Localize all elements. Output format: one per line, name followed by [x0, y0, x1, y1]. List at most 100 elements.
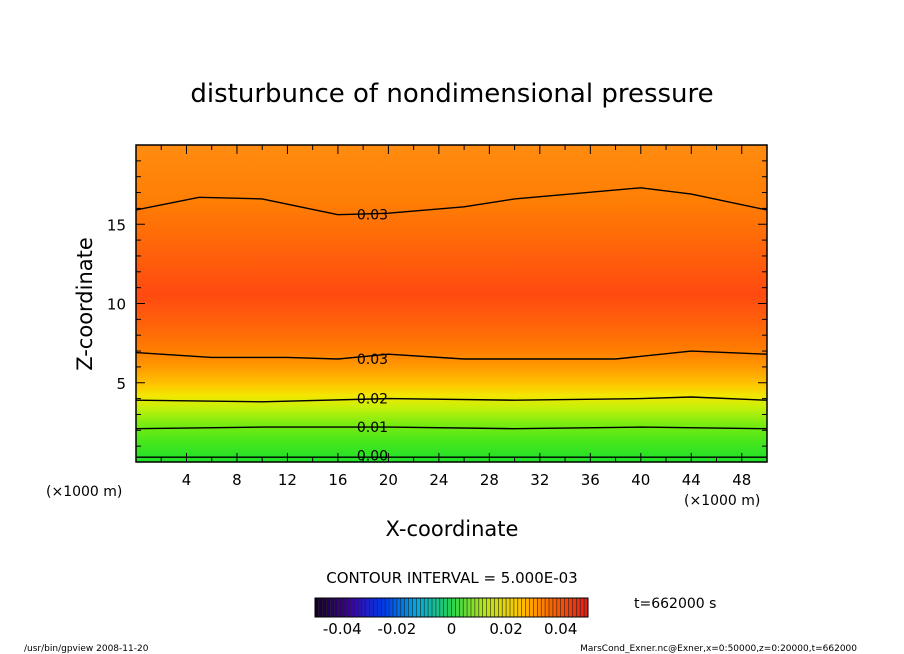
colorbar-cell-33 — [443, 598, 448, 617]
colorbar-cell-13 — [365, 598, 370, 617]
colorbar-cell-68 — [580, 598, 585, 617]
colorbar-cell-57 — [537, 598, 542, 617]
x-axis-label: X-coordinate — [386, 517, 519, 541]
colorbar-cell-59 — [545, 598, 549, 617]
colorbar-cell-55 — [529, 598, 534, 617]
colorbar-cell-6 — [338, 598, 343, 617]
colorbar-cell-52 — [517, 598, 522, 617]
colorbar-tick-label-1: -0.02 — [377, 620, 416, 638]
contour-label-2: 0.02 — [357, 392, 388, 408]
colorbar-cell-12 — [361, 598, 366, 617]
colorbar-ticks: -0.04 -0.02 0 0.02 0.04 — [323, 620, 578, 638]
x-unit-right: (×1000 m) — [684, 493, 760, 509]
colorbar-cell-22 — [400, 598, 405, 617]
colorbar-cell-21 — [396, 598, 401, 617]
contour-label-layer: 0.03 0.03 0.02 0.01 0.00 — [357, 208, 388, 465]
colorbar-cell-54 — [525, 598, 530, 617]
colorbar-cell-38 — [463, 598, 468, 617]
colorbar-cell-50 — [510, 598, 514, 617]
footer-left: /usr/bin/gpview 2008-11-20 — [24, 644, 149, 654]
colorbar-cell-17 — [381, 598, 386, 617]
x-tick-label-11: 48 — [732, 471, 751, 489]
x-tick-label-9: 40 — [631, 471, 650, 489]
colorbar-cell-11 — [357, 598, 362, 617]
colorbar-cell-44 — [486, 598, 491, 617]
x-tick-label-7: 32 — [530, 471, 549, 489]
colorbar-strips — [314, 598, 588, 617]
contour-label-3: 0.01 — [357, 420, 388, 436]
contour-label-4: 0.00 — [357, 449, 388, 465]
pressure-field — [136, 145, 767, 462]
colorbar-cell-19 — [389, 598, 393, 617]
colorbar-cell-37 — [459, 598, 464, 617]
colorbar-cell-30 — [432, 598, 436, 617]
colorbar-cell-66 — [572, 598, 577, 617]
chart-title: disturbunce of nondimensional pressure — [190, 79, 713, 109]
colorbar-cell-41 — [474, 598, 479, 617]
colorbar-cell-29 — [428, 598, 432, 617]
x-unit-left: (×1000 m) — [46, 484, 122, 500]
colorbar-cell-4 — [330, 598, 335, 617]
colorbar-cell-32 — [439, 598, 444, 617]
contour-layer — [136, 187, 767, 458]
colorbar-cell-27 — [420, 598, 425, 617]
colorbar-cell-69 — [584, 598, 588, 617]
x-tick-label-10: 44 — [682, 471, 701, 489]
colorbar-cell-20 — [393, 598, 397, 617]
y-tick-label-2: 15 — [107, 216, 126, 234]
colorbar-cell-36 — [455, 598, 460, 617]
x-tick-label-4: 20 — [379, 471, 398, 489]
colorbar-cell-48 — [502, 598, 507, 617]
colorbar-cell-16 — [377, 598, 382, 617]
colorbar-cell-62 — [556, 598, 561, 617]
colorbar-cell-10 — [354, 598, 358, 617]
contour-label-0: 0.03 — [357, 208, 388, 224]
colorbar-cell-14 — [369, 598, 374, 617]
time-label: t=662000 s — [634, 596, 716, 612]
colorbar-cell-34 — [447, 598, 452, 617]
contour-line-2 — [136, 396, 767, 403]
colorbar-cell-3 — [326, 598, 331, 617]
contour-interval-label: CONTOUR INTERVAL = 5.000E-03 — [326, 569, 577, 587]
colorbar-cell-24 — [408, 598, 413, 617]
colorbar-cell-43 — [482, 598, 487, 617]
x-tick-label-3: 16 — [328, 471, 347, 489]
colorbar-cell-18 — [385, 598, 390, 617]
colorbar-cell-60 — [549, 598, 553, 617]
colorbar-cell-45 — [490, 598, 495, 617]
colorbar-cell-47 — [498, 598, 503, 617]
colorbar-cell-23 — [404, 598, 409, 617]
colorbar-cell-7 — [342, 598, 347, 617]
colorbar: -0.04 -0.02 0 0.02 0.04 — [314, 597, 589, 638]
colorbar-cell-2 — [322, 598, 327, 617]
contour-line-4 — [136, 187, 767, 216]
colorbar-cell-35 — [451, 598, 456, 617]
footer-right: MarsCond_Exner.nc@Exner,x=0:50000,z=0:20… — [580, 644, 857, 654]
colorbar-frame — [314, 597, 589, 618]
colorbar-cell-28 — [424, 598, 429, 617]
colorbar-cell-42 — [478, 598, 483, 617]
colorbar-cell-9 — [350, 598, 354, 617]
colorbar-cell-53 — [521, 598, 526, 617]
y-tick-label-0: 5 — [116, 375, 126, 393]
colorbar-cell-61 — [552, 598, 557, 617]
colorbar-cell-58 — [541, 598, 546, 617]
colorbar-cell-15 — [373, 598, 378, 617]
colorbar-tick-label-0: -0.04 — [323, 620, 362, 638]
colorbar-tick-label-4: 0.04 — [544, 620, 577, 638]
colorbar-tick-label-2: 0 — [447, 620, 457, 638]
x-tick-label-2: 12 — [278, 471, 297, 489]
colorbar-cell-51 — [513, 598, 518, 617]
colorbar-cell-31 — [435, 598, 440, 617]
contour-line-1 — [136, 426, 767, 430]
contour-line-3 — [136, 350, 767, 360]
colorbar-cell-65 — [568, 598, 573, 617]
y-axis-label: Z-coordinate — [73, 237, 97, 371]
colorbar-cell-8 — [346, 598, 351, 617]
colorbar-tick-label-3: 0.02 — [489, 620, 522, 638]
y-tick-label-1: 10 — [107, 296, 126, 314]
colorbar-cell-40 — [471, 598, 475, 617]
plot-area: 0.030.030.020.010.00 4 8 12 16 20 24 28 32 36 40 4… — [107, 144, 768, 489]
